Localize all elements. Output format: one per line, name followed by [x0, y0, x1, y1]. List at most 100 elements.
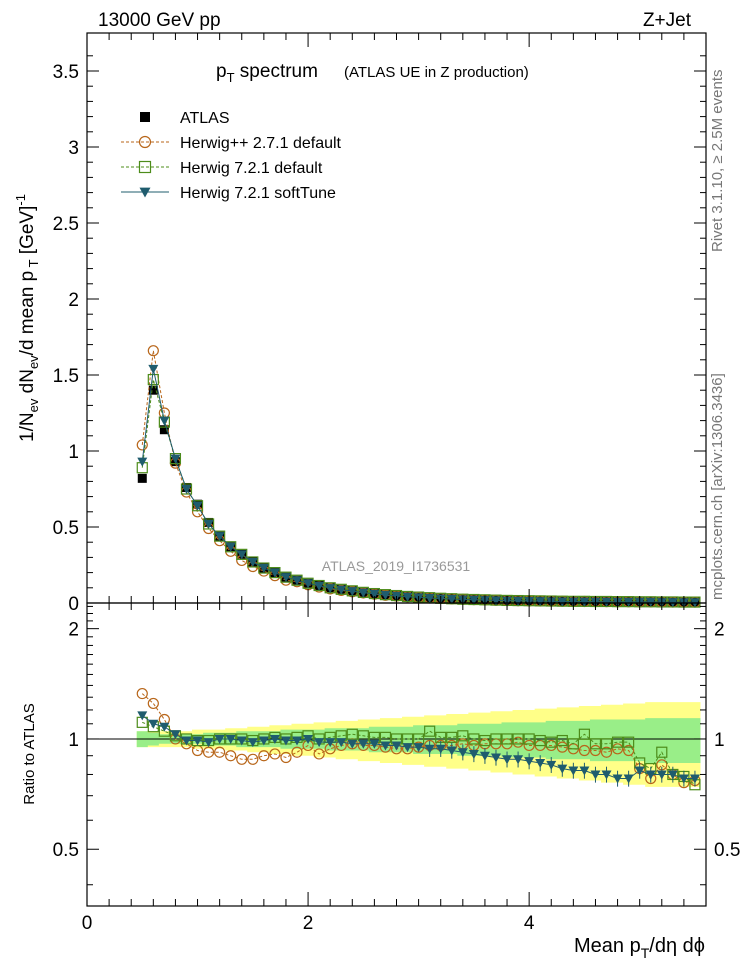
- ratio-line-1: [142, 721, 696, 786]
- ratio-point: [556, 741, 568, 753]
- header-right: Z+Jet: [643, 10, 692, 31]
- data-point: [369, 589, 380, 599]
- ratio-point: [413, 743, 424, 753]
- ratio-point: [148, 719, 159, 729]
- title-detail: (ATLAS UE in Z production): [344, 64, 529, 81]
- data-point: [303, 579, 314, 589]
- ratio-point: [645, 770, 656, 780]
- x-axis: 0 2 4: [82, 33, 685, 934]
- legend-marker: [139, 187, 151, 198]
- legend-label: Herwig 7.2.1 default: [180, 160, 323, 177]
- data-point: [137, 473, 147, 483]
- ratio-panel: 0.5 0.5 1 1 2 2 Ratio to ATLAS: [21, 602, 740, 907]
- ratio-point: [557, 764, 568, 774]
- svg-text:Mean pT/dη dϕ: Mean pT/dη dϕ: [574, 935, 705, 961]
- ratio-point: [202, 746, 215, 758]
- ratio-point: [524, 757, 535, 767]
- legend-label: Herwig++ 2.7.1 default: [180, 135, 342, 152]
- ratio-point: [689, 774, 700, 784]
- ratio-point: [667, 770, 678, 780]
- ratio-point: [490, 733, 502, 745]
- ratio-plot-area: [87, 687, 706, 791]
- data-point: [292, 576, 303, 586]
- data-point: [147, 373, 159, 386]
- y-tick-label: 3: [68, 138, 79, 159]
- ratio-point: [468, 749, 479, 759]
- data-point: [579, 597, 590, 607]
- ratio-point: [656, 746, 668, 758]
- data-point: [225, 542, 236, 552]
- data-point: [159, 416, 170, 426]
- y-tick-label: 1.5: [53, 366, 79, 387]
- ratio-y-axis: 0.5 0.5 1 1 2 2: [53, 605, 740, 886]
- ratio-point: [225, 734, 236, 744]
- data-point: [247, 557, 258, 567]
- data-point: [380, 590, 391, 600]
- ratio-point: [501, 733, 513, 745]
- data-point: [148, 385, 158, 395]
- data-point: [535, 597, 546, 607]
- ratio-point: [137, 711, 148, 721]
- data-point: [137, 457, 148, 467]
- ratio-point: [623, 736, 635, 748]
- ratio-point: [181, 736, 192, 746]
- ratio-point: [523, 739, 535, 752]
- ratio-point: [600, 738, 613, 750]
- rivet-label: Rivet 3.1.10, ≥ 2.5M events: [709, 70, 726, 253]
- mcplots-label: mcplots.cern.ch [arXiv:1306.3436]: [709, 373, 726, 600]
- ratio-point: [611, 736, 624, 748]
- ratio-point: [402, 743, 413, 753]
- ratio-point: [136, 687, 148, 700]
- ratio-point: [170, 730, 181, 740]
- data-point: [557, 597, 568, 607]
- data-point: [325, 584, 336, 594]
- ratio-point: [247, 738, 258, 748]
- ratio-point: [269, 748, 281, 760]
- data-point: [158, 407, 170, 419]
- ratio-point: [147, 697, 159, 710]
- ratio-ylabel: Ratio to ATLAS: [21, 703, 38, 804]
- ratio-point: [336, 738, 347, 748]
- ratio-point: [214, 734, 225, 744]
- ratio-point: [192, 736, 203, 746]
- ratio-tick-label-right: 1: [714, 730, 725, 751]
- data-point: [601, 597, 612, 607]
- data-point: [446, 595, 457, 605]
- data-point: [147, 345, 159, 357]
- ratio-point: [623, 744, 635, 757]
- title-p: p: [216, 61, 227, 82]
- ratio-point: [380, 741, 391, 751]
- ratio-point: [269, 734, 280, 744]
- data-point: [314, 581, 325, 591]
- ratio-point: [347, 739, 358, 749]
- legend-marker: [138, 160, 152, 174]
- data-point: [280, 573, 291, 583]
- ratio-point: [590, 770, 601, 780]
- ratio-tick-label: 1: [68, 730, 79, 751]
- ratio-point: [534, 734, 546, 747]
- data-point: [358, 588, 369, 598]
- legend: ATLAS Herwig++ 2.7.1 default Herwig 7.2.1 …: [121, 110, 342, 202]
- ratio-point: [601, 770, 612, 780]
- ratio-point: [578, 744, 591, 757]
- y-tick-label: 2.5: [53, 214, 79, 235]
- ratio-point: [369, 739, 380, 749]
- svg-text:pT spectrum: pT spectrum: [216, 61, 318, 85]
- ratio-point: [446, 746, 457, 756]
- ratio-point: [325, 738, 336, 748]
- ratio-point: [159, 722, 170, 732]
- ratio-point: [589, 744, 602, 757]
- data-point: [490, 596, 501, 606]
- ratio-point: [513, 755, 524, 765]
- main-y-axis: 0 0.5 1 1.5 2 2.5 3 3.5: [53, 55, 706, 615]
- data-point: [203, 519, 214, 529]
- ratio-point: [656, 770, 667, 780]
- data-point: [236, 550, 247, 560]
- svg-text:1/Nev dNev/d mean p T [GeV]-1: 1/Nev dNev/d mean p T [GeV]-1: [13, 194, 41, 442]
- ratio-point: [247, 753, 259, 765]
- ratio-tick-label: 0.5: [53, 840, 79, 861]
- ratio-point: [292, 736, 303, 746]
- x-tick-label: 2: [303, 913, 314, 934]
- ratio-point: [490, 753, 501, 763]
